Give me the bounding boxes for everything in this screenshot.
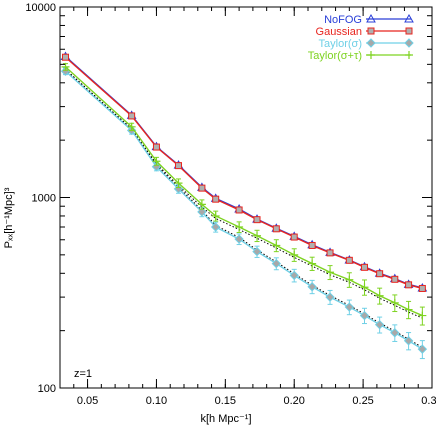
data-point [307, 282, 317, 292]
data-point [235, 206, 243, 214]
data-point [390, 328, 400, 338]
redshift-annotation: z=1 [74, 368, 92, 380]
data-point [272, 241, 281, 250]
data-point [326, 268, 335, 277]
data-point [212, 195, 220, 203]
data-point [211, 211, 220, 220]
data-point [374, 319, 385, 330]
data-point [290, 250, 299, 259]
data-point [235, 223, 244, 232]
y-axis: 100 1000 10000 [25, 2, 432, 395]
legend-label: Taylor(σ) [319, 38, 362, 50]
data-point [376, 270, 384, 278]
data-point [390, 298, 399, 307]
data-point [325, 292, 335, 302]
data-point [344, 302, 355, 312]
legend-label: Gaussian [316, 26, 362, 38]
legend-marker [405, 51, 413, 59]
legend-marker [404, 13, 414, 23]
data-point [210, 222, 221, 232]
data-point [403, 336, 414, 346]
y-axis-label: Pₓₓ[h⁻¹Mpc]³ [3, 187, 15, 248]
legend-label: Taylor(σ+τ) [308, 50, 362, 62]
legend-entry: NoFOG [324, 13, 414, 26]
legend-entry: Gaussian [316, 26, 413, 38]
data-point [308, 241, 316, 249]
data-point [253, 216, 261, 224]
data-point [360, 283, 369, 292]
data-point [359, 310, 370, 321]
data-point [404, 305, 413, 314]
data-point [345, 275, 354, 284]
x-tick-label: 0.10 [146, 395, 167, 407]
data-point [417, 344, 428, 354]
series-3 [61, 62, 427, 326]
data-point [375, 291, 384, 300]
data-point [418, 284, 426, 292]
series-0 [60, 51, 428, 292]
data-point [272, 225, 280, 233]
data-point [308, 259, 317, 268]
x-tick-label: 0.20 [284, 395, 305, 407]
plot-frame [59, 6, 433, 389]
x-axis-label: k[h Mpc⁻¹] [200, 413, 251, 425]
y-tick-label: 100 [38, 383, 56, 395]
x-tick-label: 0.15 [215, 395, 236, 407]
legend-marker [367, 27, 375, 35]
data-point [127, 122, 136, 131]
data-point [391, 275, 399, 283]
legend-label: NoFOG [324, 14, 362, 26]
data-point [128, 112, 136, 120]
data-point [271, 258, 282, 269]
data-point [326, 249, 334, 257]
series-1 [62, 53, 426, 292]
data-point [234, 234, 244, 244]
x-axis: 0.05 0.10 0.15 0.20 0.25 0.30 [59, 7, 436, 407]
data-point [197, 200, 206, 209]
data-point [345, 256, 353, 264]
series-line [65, 70, 423, 350]
data-point [198, 184, 206, 192]
data-point [197, 207, 207, 217]
y-tick-label: 1000 [32, 193, 56, 205]
legend-entry: Taylor(σ) [319, 38, 414, 50]
plot-area [59, 6, 433, 389]
data-point [61, 62, 70, 71]
data-point [252, 246, 262, 257]
legend-marker [405, 27, 413, 35]
data-point [290, 233, 298, 241]
data-point [152, 157, 161, 166]
x-tick-label: 0.25 [352, 395, 373, 407]
series-line [65, 55, 423, 289]
model-curve-2 [65, 69, 423, 348]
series-line [65, 56, 423, 290]
data-point [360, 263, 368, 271]
y-tick-label: 10000 [25, 2, 56, 14]
data-point [405, 281, 413, 289]
data-point [253, 231, 262, 240]
legend-marker [404, 38, 414, 48]
data-point [418, 311, 427, 320]
data-point [151, 162, 162, 172]
legend-marker [366, 38, 376, 48]
data-point [152, 143, 160, 151]
data-point [174, 179, 183, 188]
legend-marker [367, 51, 375, 59]
x-tick-label: 0.05 [77, 395, 98, 407]
data-point [62, 53, 70, 61]
data-point [289, 270, 299, 281]
data-point [173, 184, 184, 194]
model-curve [65, 69, 423, 319]
legend-entry: Taylor(σ+τ) [308, 50, 413, 62]
series-line [65, 66, 423, 317]
x-tick-label: 0.30 [421, 395, 436, 407]
legend-marker [366, 13, 376, 23]
data-point [174, 162, 182, 170]
